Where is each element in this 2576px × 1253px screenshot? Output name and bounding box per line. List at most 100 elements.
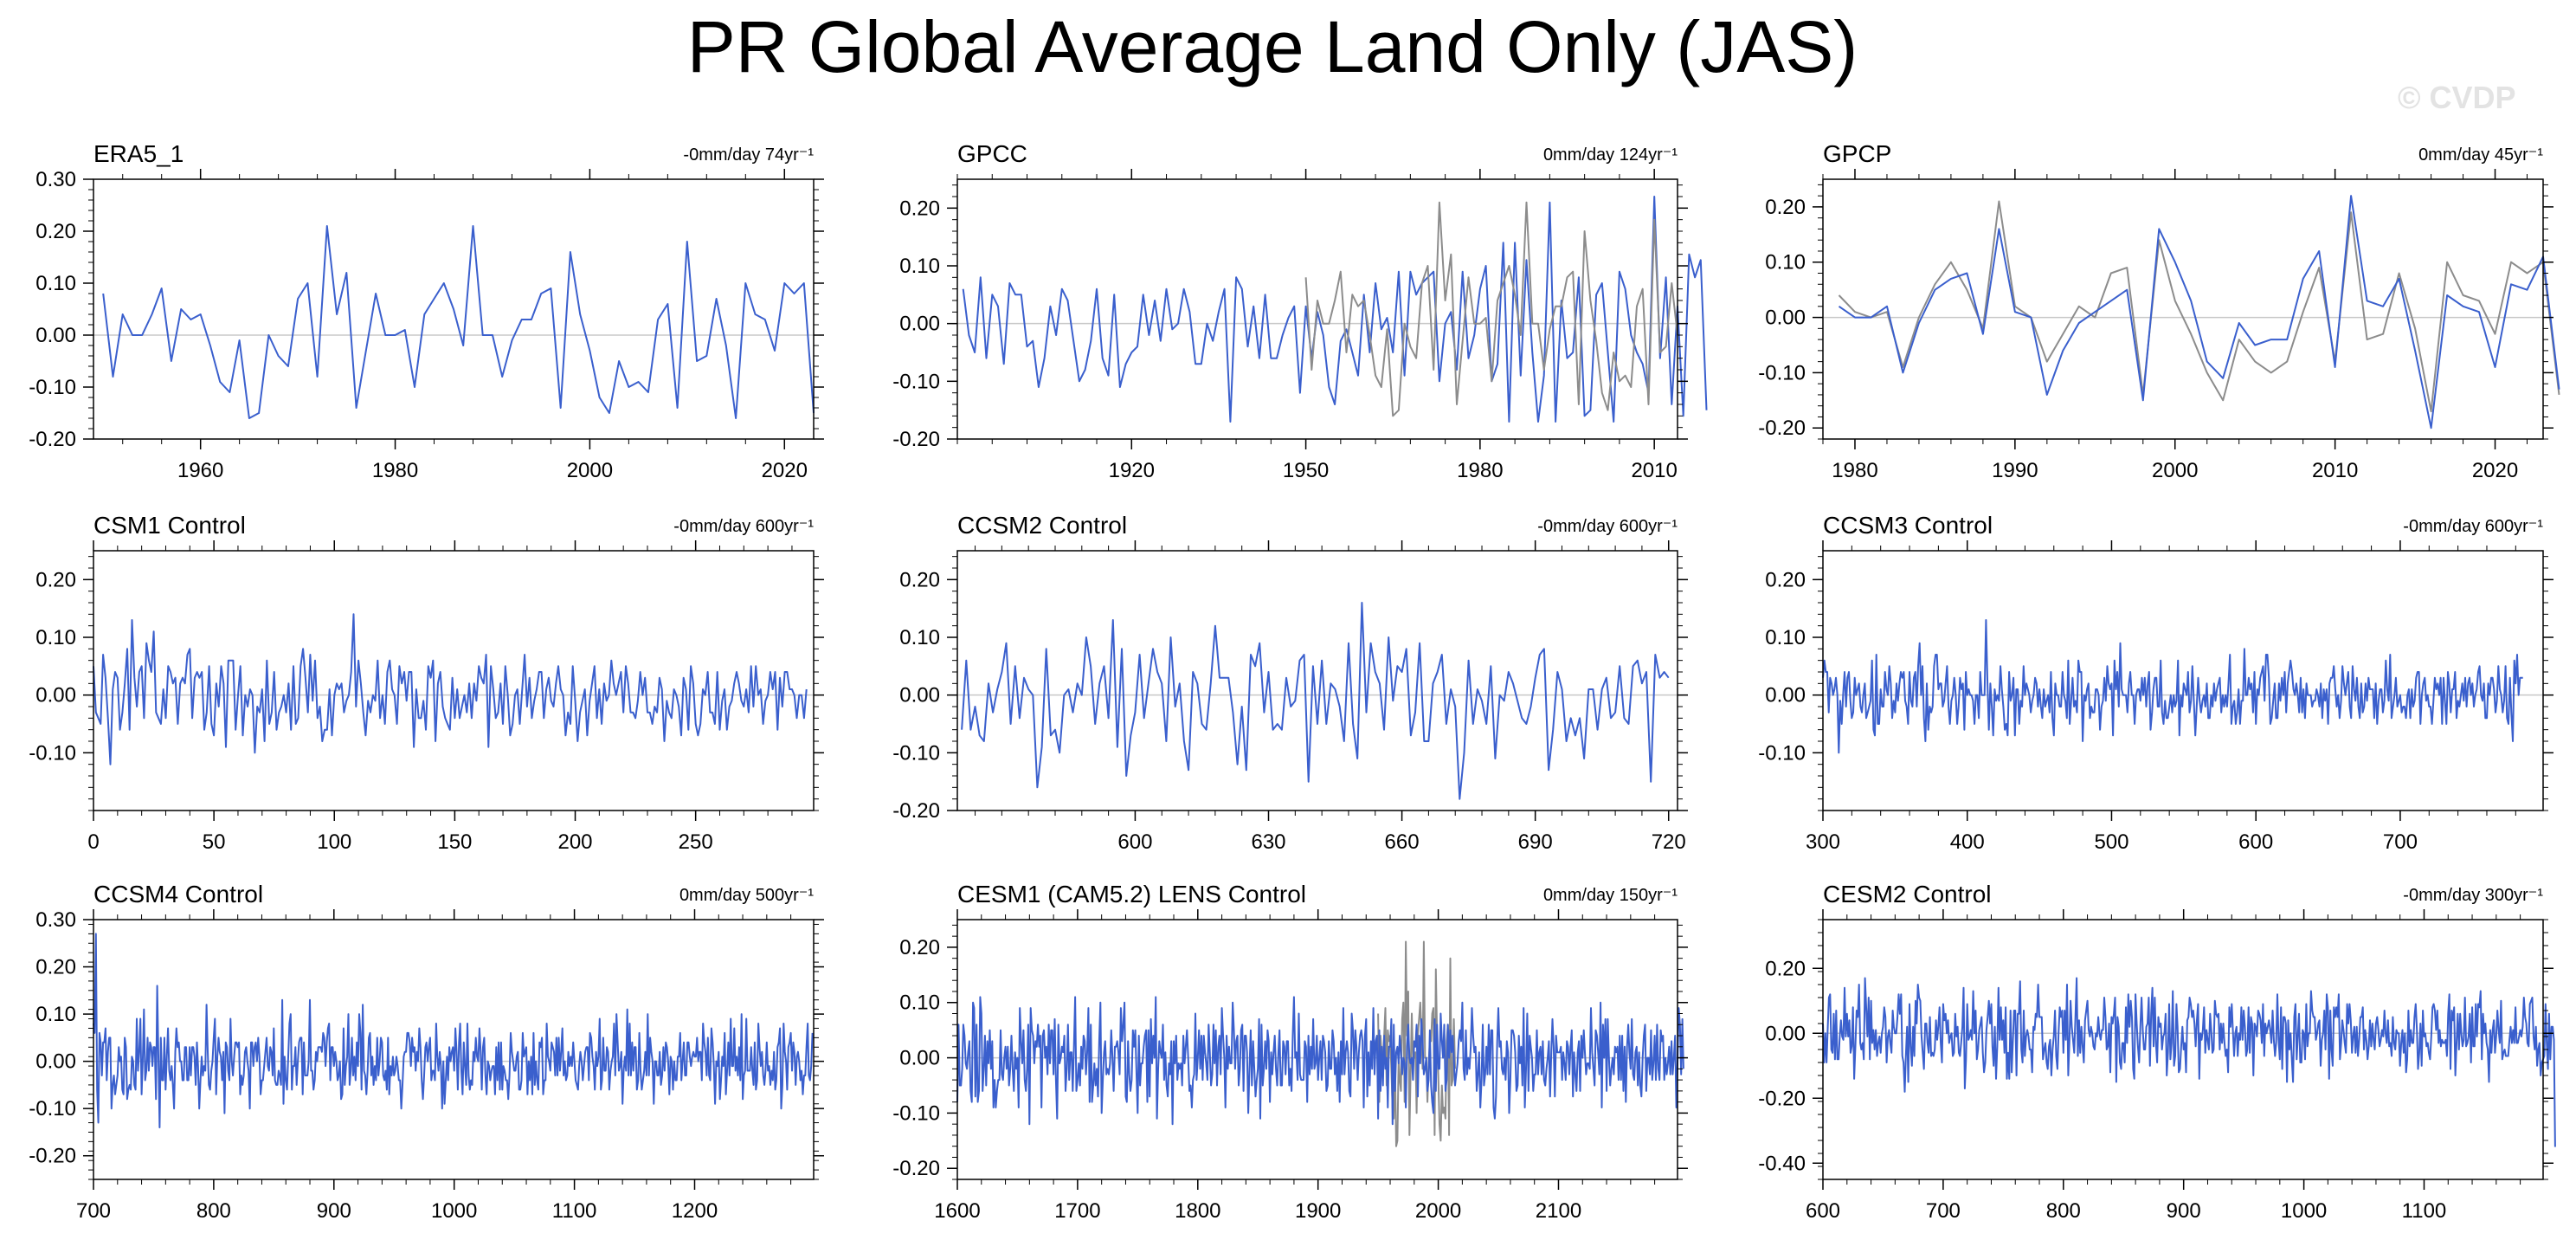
x-tick-label: 150 [437, 830, 472, 854]
panel-6: CCSM4 Control 0mm/day 500yr⁻¹ -0.20 -0.10 0.… [29, 881, 824, 1223]
x-tick-label: 1920 [1109, 459, 1155, 482]
y-tick-label: 0.20 [35, 220, 76, 243]
plot-frame [93, 550, 815, 811]
y-tick-label: 0.20 [1765, 957, 1806, 980]
model-series-line [962, 196, 1708, 423]
y-tick-label: -0.20 [892, 428, 940, 451]
x-tick-label: 700 [2383, 830, 2418, 854]
x-tick-label: 1600 [934, 1199, 980, 1223]
panel-trend-label: -0mm/day 600yr⁻¹ [1537, 517, 1678, 536]
panel-title: CESM2 Control [1823, 881, 1992, 907]
panel-title: GPCP [1823, 140, 1891, 167]
x-tick-label: 1980 [372, 459, 418, 482]
panel-7: CESM1 (CAM5.2) LENS Control 0mm/day 150yr… [892, 881, 1688, 1223]
watermark-label: © CVDP [2398, 80, 2516, 115]
y-tick-label: 0.10 [1765, 251, 1806, 274]
panel-trend-label: -0mm/day 600yr⁻¹ [2403, 517, 2543, 536]
x-tick-label: 500 [2094, 830, 2128, 854]
plot-frame [956, 550, 1678, 811]
x-tick-label: 50 [203, 830, 226, 854]
y-tick-label: 0.00 [35, 684, 76, 707]
panel-title: CCSM2 Control [957, 512, 1127, 539]
x-tick-label: 2000 [1415, 1199, 1461, 1223]
panel-3: CSM1 Control -0mm/day 600yr⁻¹ -0.10 0.00 0.1… [29, 512, 824, 854]
x-tick-label: 1980 [1457, 459, 1503, 482]
panel-trend-label: 0mm/day 124yr⁻¹ [1543, 145, 1678, 165]
x-tick-label: 900 [2167, 1199, 2201, 1223]
x-tick-label: 600 [1806, 1199, 1840, 1223]
x-tick-label: 100 [317, 830, 351, 854]
observed-series-line [1838, 200, 2560, 413]
y-tick-label: 0.00 [899, 684, 940, 707]
page-title: PR Global Average Land Only (JAS) [686, 6, 1858, 87]
x-tick-label: 1960 [177, 459, 223, 482]
y-tick-label: 0.00 [899, 1047, 940, 1070]
y-tick-label: 0.00 [899, 313, 940, 336]
y-tick-label: 0.00 [35, 324, 76, 347]
y-tick-label: 0.20 [899, 568, 940, 591]
x-tick-label: 2000 [2152, 459, 2198, 482]
y-tick-label: 0.30 [35, 908, 76, 932]
x-tick-label: 1990 [1992, 459, 2038, 482]
panel-title: ERA5_1 [93, 140, 184, 167]
panel-8: CESM2 Control -0mm/day 300yr⁻¹ -0.40 -0.20 0… [1758, 881, 2556, 1223]
y-tick-label: -0.20 [892, 1157, 940, 1180]
plot-frame [1822, 550, 2544, 811]
x-tick-label: 1200 [672, 1199, 718, 1223]
y-tick-label: 0.10 [899, 626, 940, 649]
y-tick-label: -0.10 [892, 1101, 940, 1125]
panel-5: CCSM3 Control -0mm/day 600yr⁻¹ -0.10 0.00 0.… [1758, 512, 2553, 854]
model-series-line [1822, 619, 2523, 754]
panel-trend-label: 0mm/day 150yr⁻¹ [1543, 886, 1678, 905]
model-series-line [961, 602, 1670, 800]
x-tick-label: 1950 [1283, 459, 1329, 482]
observed-series-line [1304, 201, 1678, 417]
panel-0: ERA5_1 -0mm/day 74yr⁻¹ -0.20 -0.10 0.00 0.10 0… [29, 140, 824, 482]
y-tick-label: 0.10 [35, 272, 76, 295]
panel-2: GPCP 0mm/day 45yr⁻¹ -0.20 -0.10 0.00 0.10 0.20… [1758, 140, 2560, 482]
y-tick-label: 0.20 [1765, 196, 1806, 219]
y-tick-label: 0.00 [1765, 684, 1806, 707]
y-tick-label: 0.20 [35, 568, 76, 591]
x-tick-label: 900 [317, 1199, 351, 1223]
y-tick-label: 0.20 [899, 197, 940, 220]
y-tick-label: 0.20 [899, 936, 940, 959]
y-tick-label: -0.20 [29, 428, 76, 451]
y-tick-label: 0.00 [1765, 307, 1806, 330]
y-tick-label: -0.20 [892, 799, 940, 823]
y-tick-label: -0.10 [1758, 361, 1806, 384]
x-tick-label: 0 [87, 830, 99, 854]
panel-4: CCSM2 Control -0mm/day 600yr⁻¹ -0.20 -0.10 0… [892, 512, 1688, 854]
x-tick-label: 1000 [431, 1199, 477, 1223]
y-tick-label: -0.10 [892, 741, 940, 765]
x-tick-label: 600 [1117, 830, 1152, 854]
y-tick-label: 0.10 [35, 626, 76, 649]
y-tick-label: -0.40 [1758, 1152, 1806, 1175]
panel-title: CSM1 Control [93, 512, 246, 539]
model-series-line [1822, 977, 2556, 1147]
x-tick-label: 2000 [567, 459, 613, 482]
y-tick-label: 0.10 [899, 255, 940, 278]
x-tick-label: 1100 [2402, 1199, 2447, 1223]
y-tick-label: 0.20 [1765, 568, 1806, 591]
x-tick-label: 2010 [1631, 459, 1677, 482]
x-tick-label: 1900 [1295, 1199, 1341, 1223]
x-tick-label: 600 [2238, 830, 2273, 854]
x-tick-label: 200 [557, 830, 592, 854]
y-tick-label: -0.20 [1758, 417, 1806, 440]
panel-title: GPCC [957, 140, 1027, 167]
plot-frame [1822, 178, 2544, 440]
x-tick-label: 660 [1385, 830, 1420, 854]
x-tick-label: 690 [1518, 830, 1553, 854]
panel-trend-label: 0mm/day 500yr⁻¹ [679, 886, 814, 905]
x-tick-label: 2100 [1536, 1199, 1581, 1223]
x-tick-label: 720 [1652, 830, 1686, 854]
y-tick-label: -0.10 [29, 1097, 76, 1121]
x-tick-label: 2020 [2472, 459, 2518, 482]
x-tick-label: 1980 [1832, 459, 1877, 482]
y-tick-label: 0.10 [1765, 626, 1806, 649]
panel-trend-label: 0mm/day 45yr⁻¹ [2418, 145, 2543, 165]
y-tick-label: 0.30 [35, 168, 76, 191]
model-series-line [93, 613, 808, 765]
x-tick-label: 300 [1806, 830, 1840, 854]
